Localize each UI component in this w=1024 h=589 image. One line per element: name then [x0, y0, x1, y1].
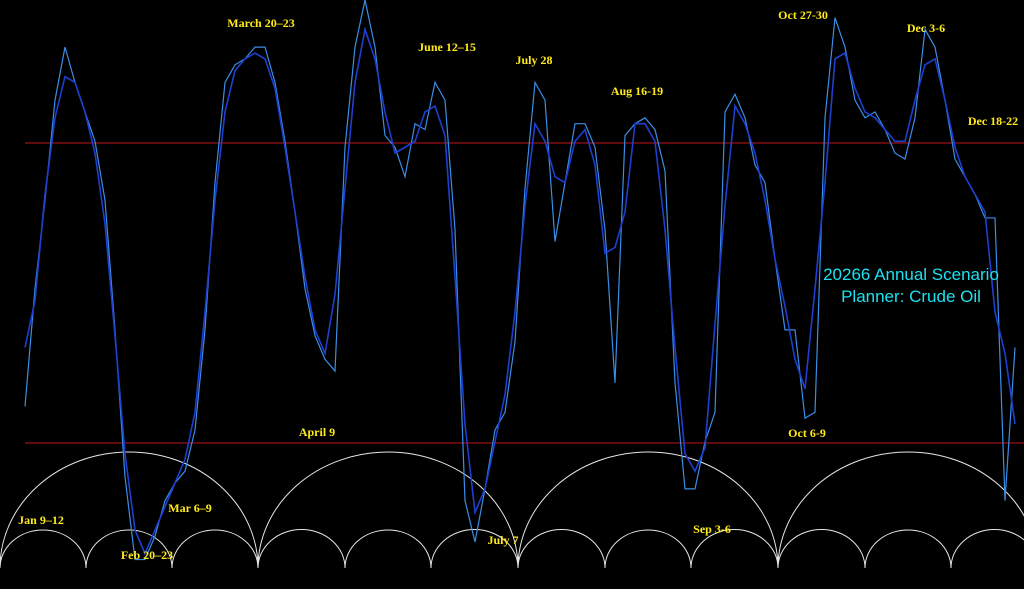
- annotation: Aug 16-19: [611, 84, 663, 98]
- annotation: Jan 9–12: [18, 513, 64, 527]
- annotation: Oct 6-9: [788, 426, 826, 440]
- annotation: July 7: [487, 533, 518, 547]
- annotation: March 20–23: [227, 16, 294, 30]
- annotation: July 28: [515, 53, 552, 67]
- price-line: [24, 26, 1016, 556]
- annotation: Dec 18-22: [968, 114, 1018, 128]
- annotation: Feb 20–23: [121, 548, 173, 562]
- chart-title: 20266 Annual Scenario Planner: Crude Oil: [823, 265, 999, 306]
- annotation: Sep 3-6: [693, 522, 731, 536]
- annotation: April 9: [299, 425, 335, 439]
- annotation: Dec 3-6: [907, 21, 945, 35]
- annotation: Mar 6–9: [168, 501, 211, 515]
- cycle-arcs: [0, 451, 1024, 569]
- annotation: Oct 27-30: [778, 8, 828, 22]
- annotation: June 12–15: [418, 40, 476, 54]
